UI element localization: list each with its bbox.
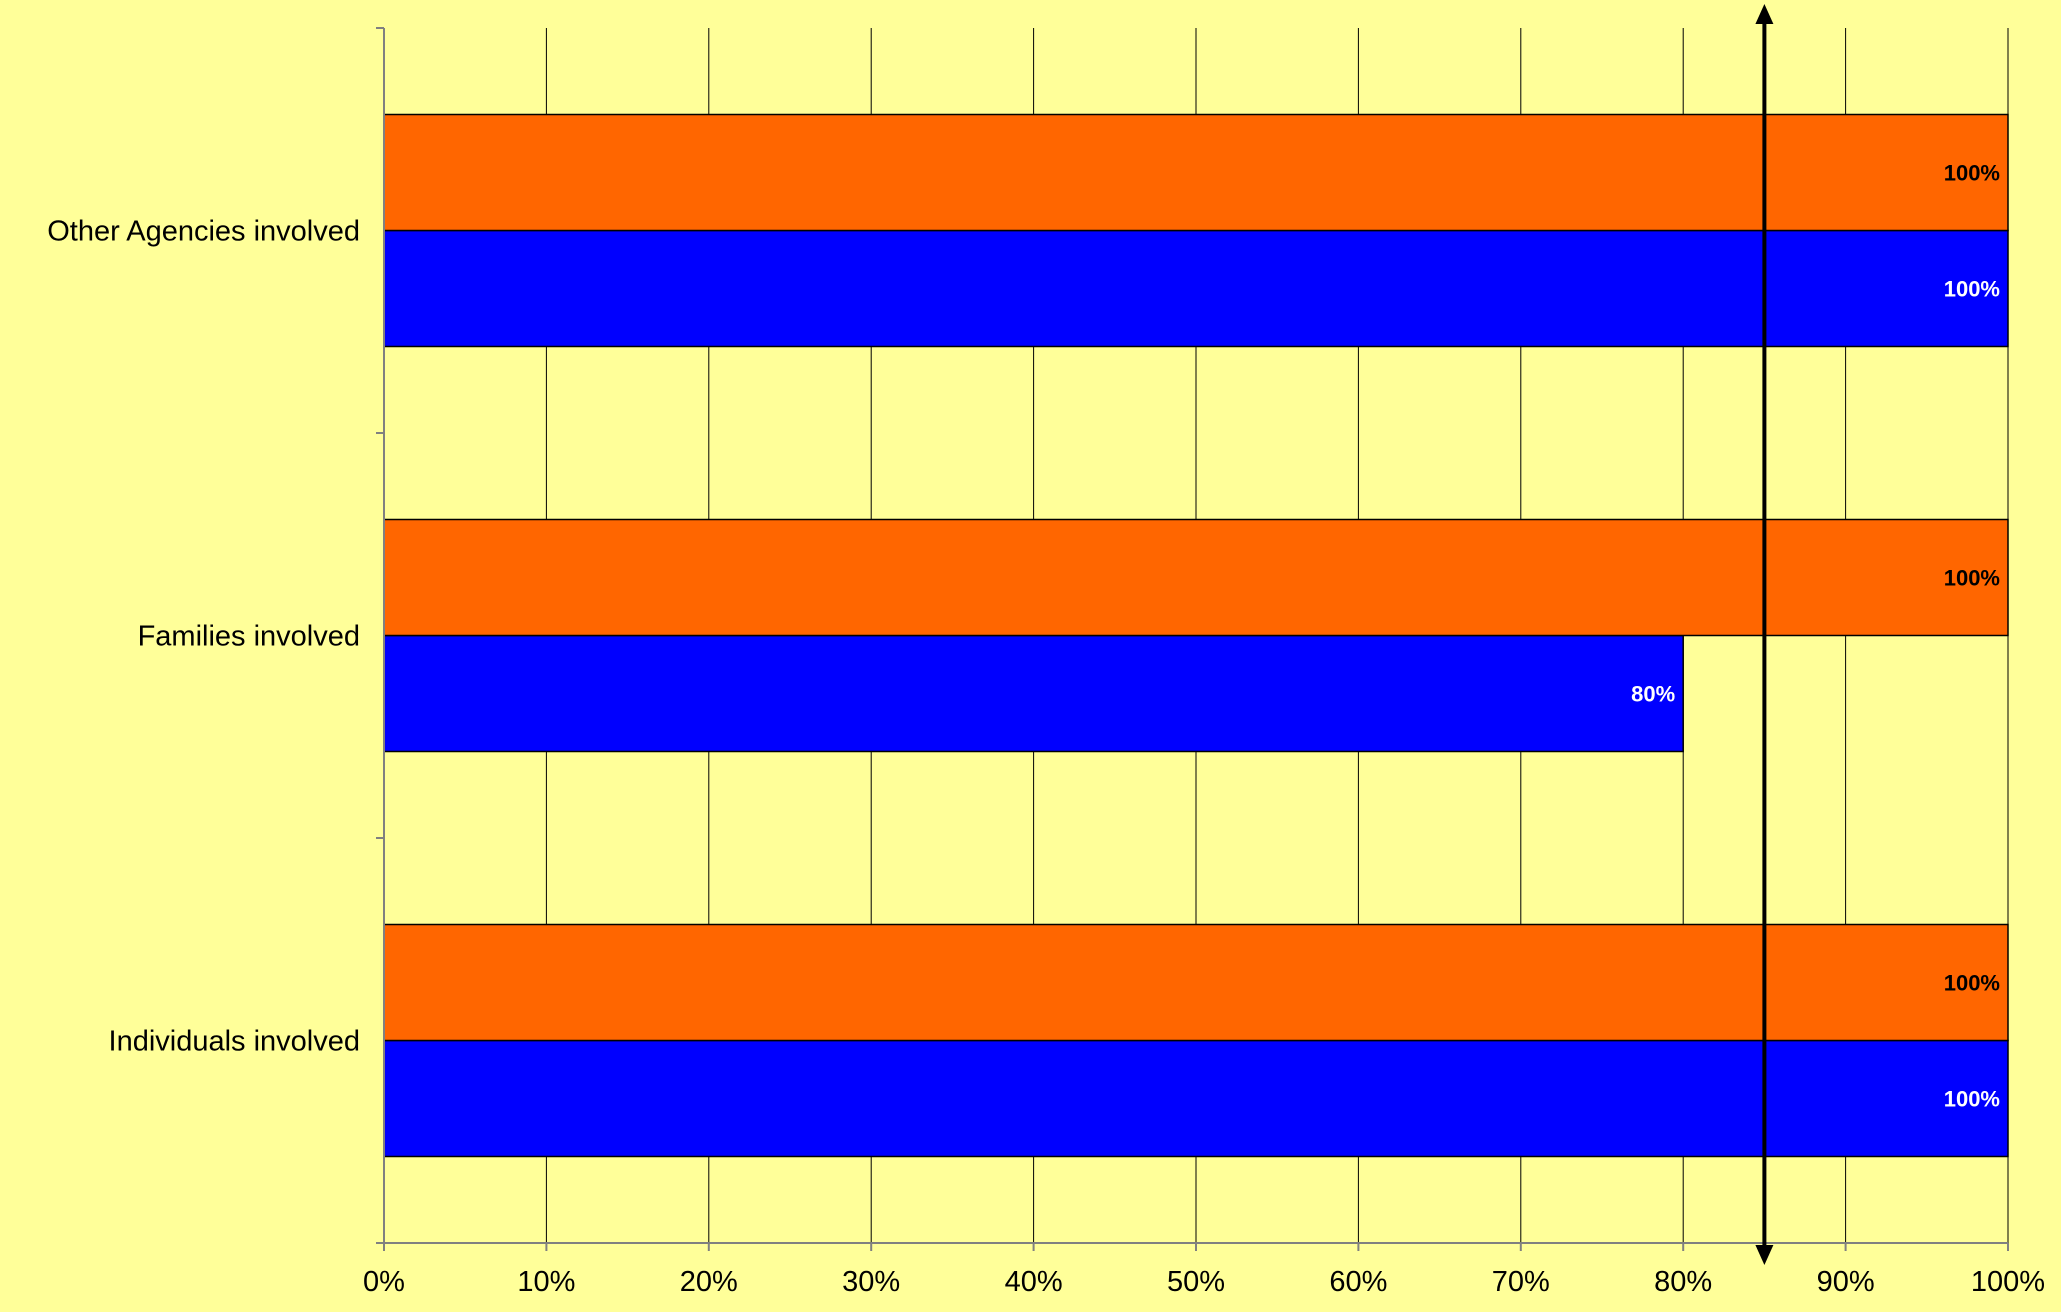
category-label: Individuals involved: [109, 1026, 360, 1058]
data-label: 100%: [1944, 1087, 2000, 1112]
data-label: 80%: [1631, 682, 1675, 707]
x-tick-label: 10%: [517, 1266, 575, 1298]
category-label: Families involved: [138, 621, 360, 653]
bar: [383, 113, 2009, 232]
data-label: 100%: [1944, 277, 2000, 302]
data-label: 100%: [1944, 566, 2000, 591]
label-layer: 100% 100% Individuals involved 80% 100% Famil…: [47, 161, 2000, 1112]
x-tick-label: 20%: [680, 1266, 738, 1298]
target-layer: [1755, 4, 1774, 1265]
target-arrow-head-bottom: [1755, 1245, 1774, 1265]
x-tick-label: 80%: [1654, 1266, 1712, 1298]
x-tick-label: 40%: [1005, 1266, 1063, 1298]
x-tick-label: 30%: [842, 1266, 900, 1298]
bar: [383, 518, 2009, 637]
x-tick-label: 50%: [1167, 1266, 1225, 1298]
x-tick-label: 90%: [1817, 1266, 1875, 1298]
target-arrow-head-top: [1755, 4, 1774, 24]
category-label: Other Agencies involved: [47, 216, 360, 248]
data-label: 100%: [1944, 971, 2000, 996]
x-tick-label: 60%: [1329, 1266, 1387, 1298]
x-tick-label: 0%: [363, 1266, 405, 1298]
axis-layer: 0% 10% 20% 30% 40% 50% 60% 70% 80% 90% 100%: [363, 27, 2045, 1298]
bar-layer: [383, 113, 2009, 1158]
x-tick-label: 100%: [1971, 1266, 2045, 1298]
data-label: 100%: [1944, 161, 2000, 186]
x-tick-label: 70%: [1492, 1266, 1550, 1298]
bar: [383, 634, 1684, 753]
